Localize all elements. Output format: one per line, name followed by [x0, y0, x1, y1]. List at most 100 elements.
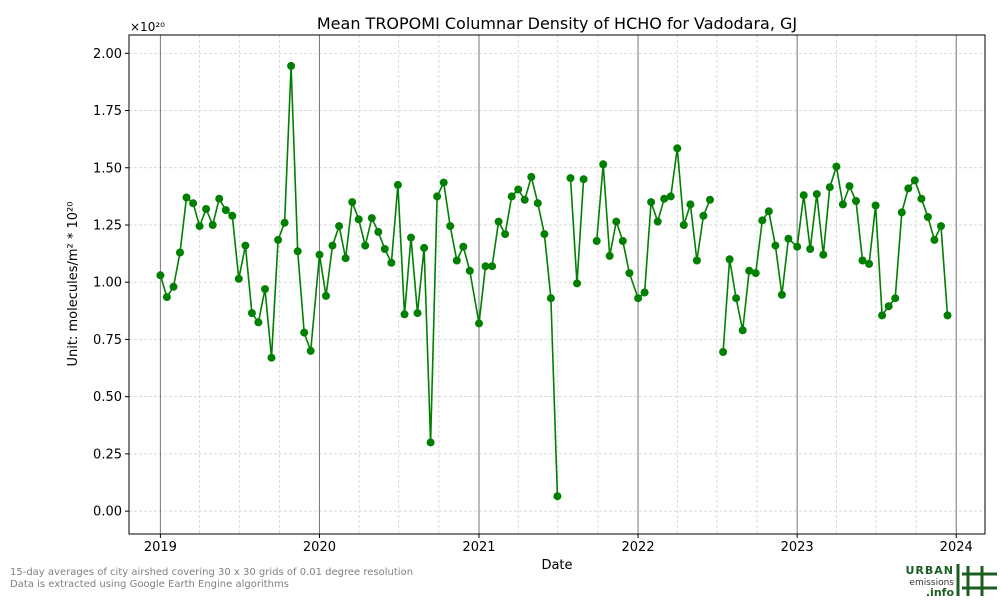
data-point [852, 197, 860, 205]
data-point [699, 211, 708, 220]
data-point [612, 217, 621, 226]
data-point [917, 194, 926, 203]
data-point [488, 262, 497, 271]
logo-text-emissions: emissions [909, 578, 954, 588]
data-point [686, 200, 695, 209]
data-point [647, 198, 656, 207]
data-point [514, 185, 523, 194]
data-point [592, 237, 601, 245]
data-point [764, 207, 773, 216]
data-point [328, 241, 337, 250]
data-point [208, 221, 217, 229]
data-point [481, 262, 490, 271]
data-point [758, 216, 767, 225]
series-hcho [156, 61, 952, 501]
data-point [361, 241, 370, 250]
y-axis-label: Unit: molecules/m² * 10²⁰ [66, 202, 81, 367]
data-point [819, 250, 828, 259]
data-point [202, 205, 211, 213]
chart-title: Mean TROPOMI Columnar Density of HCHO fo… [317, 14, 797, 33]
data-point [300, 328, 309, 337]
data-point [605, 251, 614, 260]
data-point [287, 61, 296, 70]
data-point [520, 195, 529, 204]
y-axis-multiplier: ×10²⁰ [130, 20, 165, 34]
data-point [812, 190, 821, 199]
data-point [475, 319, 483, 328]
data-point [871, 201, 880, 210]
data-point [189, 199, 198, 208]
x-tick-label: 2021 [462, 540, 495, 555]
data-point [865, 259, 874, 268]
data-point [653, 217, 662, 226]
data-point [387, 258, 396, 267]
data-point [799, 191, 808, 200]
data-point [937, 222, 945, 231]
data-point [374, 227, 383, 236]
data-point [943, 311, 952, 320]
y-tick-label: 2.00 [93, 47, 122, 62]
data-point [725, 255, 734, 264]
data-point [573, 279, 581, 288]
data-point [706, 195, 714, 204]
data-point [891, 294, 900, 303]
y-tick-label: 0.75 [93, 333, 122, 348]
data-point [169, 282, 178, 291]
data-point [400, 310, 409, 319]
data-point [315, 250, 324, 259]
data-point [897, 208, 906, 217]
data-point [904, 184, 913, 193]
data-point [433, 192, 442, 201]
data-point [452, 256, 461, 265]
data-point [858, 256, 867, 265]
data-point [176, 248, 184, 257]
x-tick-label: 2023 [781, 540, 814, 555]
data-point [507, 192, 516, 201]
data-point [420, 243, 429, 252]
data-point [566, 174, 575, 183]
data-point [465, 266, 474, 275]
y-tick-label: 0.25 [93, 447, 122, 462]
data-point [306, 346, 315, 355]
data-point [527, 172, 536, 181]
data-point [832, 162, 841, 171]
data-point [540, 230, 549, 239]
data-point [221, 206, 230, 215]
data-point [692, 256, 701, 265]
data-point [367, 214, 376, 223]
data-point [274, 235, 283, 244]
data-point [228, 211, 237, 220]
data-point [634, 294, 643, 303]
y-tick-label: 0.00 [93, 505, 122, 520]
data-point [494, 217, 503, 226]
data-point [719, 348, 728, 356]
data-point [673, 144, 682, 153]
x-tick-label: 2024 [940, 540, 973, 555]
data-point [732, 294, 741, 303]
data-point [380, 245, 389, 253]
data-point [923, 213, 932, 221]
y-tick-label: 1.00 [93, 276, 122, 291]
data-point [162, 293, 171, 302]
data-point [777, 290, 786, 299]
data-point [348, 198, 357, 207]
data-point [660, 194, 669, 203]
footnote-line-2: Data is extracted using Google Earth Eng… [10, 579, 289, 590]
data-point [195, 222, 204, 231]
data-point [413, 309, 422, 318]
data-point [280, 218, 289, 227]
y-tick-label: 1.25 [93, 218, 122, 233]
hash-grid-icon [956, 564, 997, 596]
data-point [393, 180, 402, 189]
data-point [234, 274, 243, 283]
data-point [771, 241, 780, 250]
data-point [254, 318, 263, 327]
data-point [845, 182, 854, 191]
data-point [533, 199, 542, 208]
y-tick-label: 0.50 [93, 390, 122, 405]
data-point [599, 160, 608, 169]
data-point [930, 235, 939, 244]
data-point [884, 302, 893, 311]
data-point [322, 291, 330, 300]
data-point [553, 492, 562, 501]
